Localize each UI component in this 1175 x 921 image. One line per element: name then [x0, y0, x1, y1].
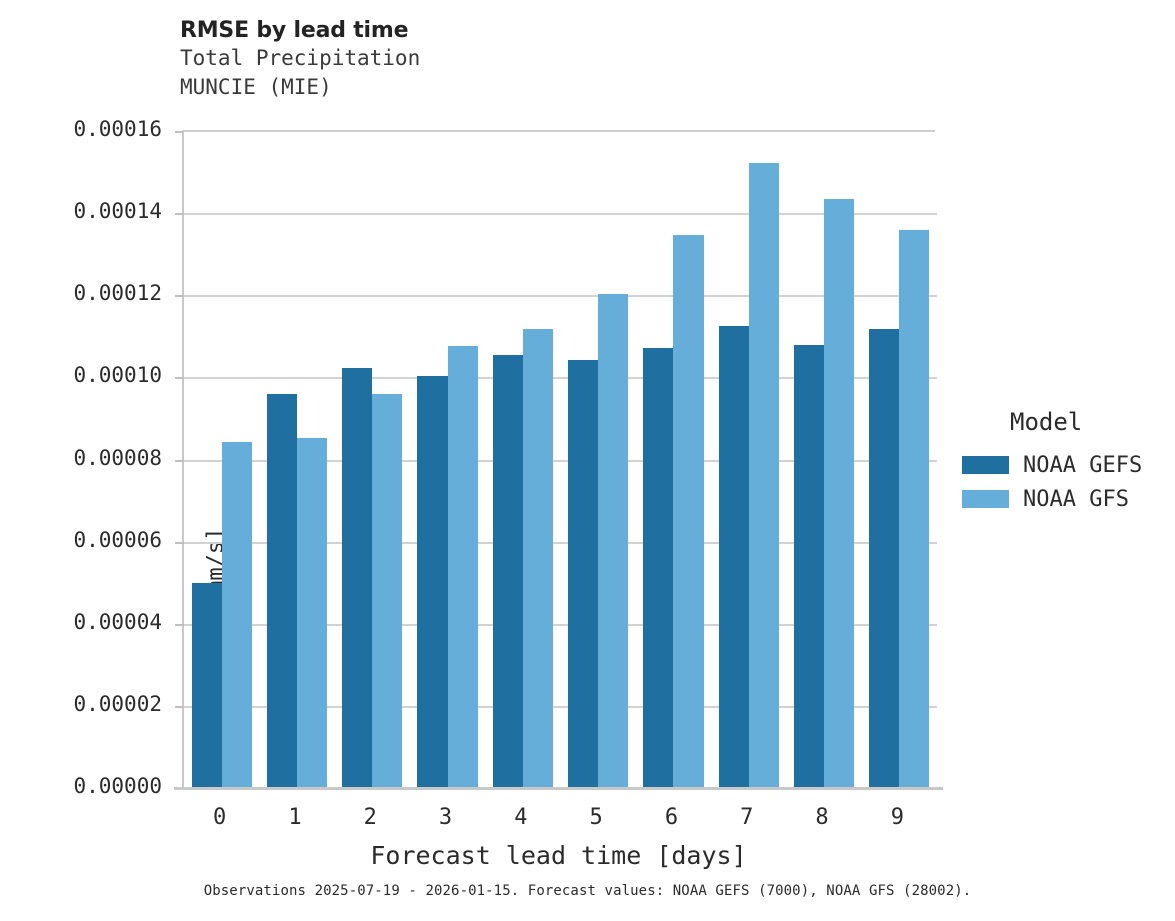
gridline — [184, 459, 937, 462]
legend-swatch-icon — [962, 456, 1009, 474]
bar-group — [191, 132, 252, 789]
legend-item-label: NOAA GEFS — [1023, 452, 1143, 478]
x-axis-tick-label: 1 — [288, 805, 302, 830]
bar-series-layer — [184, 132, 937, 789]
bar[interactable] — [718, 325, 749, 789]
bar[interactable] — [598, 294, 629, 789]
bar-group — [568, 132, 629, 789]
x-axis-tick-label: 6 — [664, 805, 679, 830]
y-axis-tick-label: 0.00004 — [73, 609, 162, 634]
bar[interactable] — [191, 582, 222, 789]
legend-entries: NOAA GEFS NOAA GFS — [962, 448, 1142, 516]
bar-group — [417, 132, 478, 789]
bar[interactable] — [296, 437, 328, 789]
y-axis-tick-label: 0.00006 — [73, 527, 162, 552]
x-axis-tick-label: 0 — [213, 805, 227, 830]
bar[interactable] — [266, 393, 297, 789]
bar[interactable] — [643, 348, 674, 789]
bar[interactable] — [673, 235, 704, 789]
y-axis-tick — [175, 705, 184, 708]
bar[interactable] — [221, 442, 252, 789]
y-axis-tick — [175, 459, 184, 462]
bar[interactable] — [824, 199, 855, 789]
x-axis-tick-label: 2 — [363, 805, 377, 830]
gridline — [184, 213, 937, 216]
bar-group — [643, 132, 704, 789]
y-axis-tick-label: 0.00010 — [73, 363, 162, 388]
legend-swatch-icon — [962, 490, 1009, 508]
chart-subtitle-station: MUNCIE (MIE) — [180, 75, 332, 99]
x-axis-tick-label: 5 — [589, 805, 603, 830]
bar[interactable] — [417, 376, 448, 789]
bar[interactable] — [522, 328, 553, 789]
y-axis-tick — [175, 541, 184, 544]
x-axis-line — [174, 787, 943, 790]
legend-item-label: NOAA GFS — [1023, 486, 1129, 512]
title-block: RMSE by lead time Total Precipitation MU… — [180, 18, 420, 102]
gridline — [184, 541, 937, 544]
bar[interactable] — [568, 360, 599, 789]
bar[interactable] — [793, 344, 825, 789]
bar-group — [342, 132, 403, 789]
bar[interactable] — [492, 355, 523, 789]
legend-item[interactable]: NOAA GEFS — [962, 448, 1142, 482]
chart-subtitle-variable: Total Precipitation — [180, 46, 421, 70]
bar[interactable] — [899, 229, 930, 789]
y-axis-tick-label: 0.00008 — [73, 445, 162, 470]
x-axis-title: Forecast lead time [days] — [370, 841, 747, 870]
gridline — [184, 623, 937, 626]
gridline — [184, 705, 937, 708]
y-axis-tick — [175, 213, 184, 216]
y-axis-tick — [175, 131, 184, 133]
bar[interactable] — [447, 346, 478, 789]
y-axis-tick-label: 0.00014 — [73, 199, 162, 224]
bar-group — [718, 132, 779, 789]
bar-group — [266, 132, 328, 789]
bar[interactable] — [372, 393, 403, 789]
y-axis-tick-label: 0.00000 — [73, 774, 162, 798]
x-axis-tick-label: 9 — [890, 805, 904, 830]
page-title: RMSE by lead time — [180, 18, 409, 43]
y-axis-tick — [175, 623, 184, 626]
bar-group — [793, 132, 855, 789]
x-axis-tick-label: 7 — [740, 805, 754, 830]
footer-note: Observations 2025-07-19 - 2026-01-15. Fo… — [203, 883, 972, 899]
x-axis-tick-label: 3 — [438, 805, 453, 830]
y-axis-tick — [175, 377, 184, 380]
y-axis-tick-label: 0.00016 — [73, 117, 162, 141]
bar-group — [492, 132, 553, 789]
x-axis-tick-label: 8 — [815, 805, 829, 830]
legend-item[interactable]: NOAA GFS — [962, 482, 1142, 516]
plot-area: RMSE [mm/s] — [175, 130, 937, 790]
y-axis-tick-label: 0.00012 — [73, 281, 162, 306]
gridline — [184, 295, 937, 298]
y-axis-tick-label: 0.00002 — [73, 691, 162, 716]
gridline — [184, 377, 937, 380]
y-axis-tick — [175, 295, 184, 298]
legend-title: Model — [1010, 408, 1083, 436]
bar[interactable] — [748, 162, 779, 789]
x-axis-tick-label: 4 — [514, 805, 528, 830]
bar[interactable] — [342, 367, 373, 789]
bar-group — [869, 132, 930, 789]
legend: Model NOAA GEFS NOAA GFS — [962, 408, 1142, 516]
bar[interactable] — [869, 328, 900, 789]
